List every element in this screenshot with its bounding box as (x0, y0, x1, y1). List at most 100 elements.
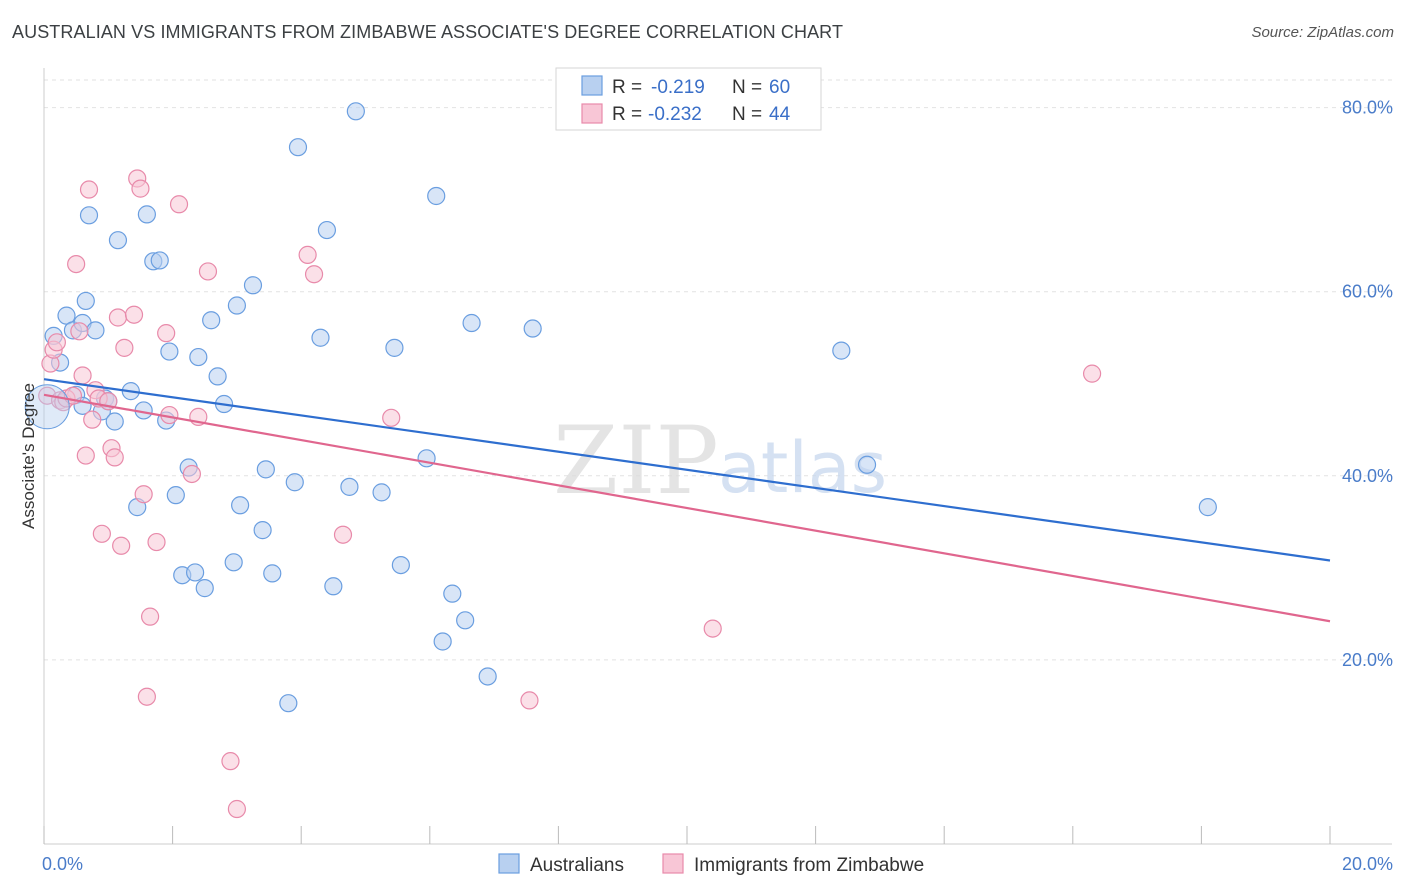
point-1-16 (92, 524, 111, 543)
point-0-8 (79, 206, 99, 225)
point-cluster-large (24, 384, 70, 430)
legend-swatch-zimbabwe (581, 103, 603, 124)
axes (43, 68, 1392, 845)
point-1-9 (70, 322, 89, 341)
point-0-42 (311, 328, 330, 347)
point-0-47 (372, 483, 391, 502)
legend-n-label-0: N = (732, 77, 762, 98)
x-tick-label-0: 0.0% (42, 854, 83, 874)
point-0-55 (462, 313, 481, 333)
point-0-36 (253, 521, 272, 540)
point-1-39 (304, 265, 324, 284)
point-0-29 (202, 311, 221, 330)
legend-marker-zimbabwe (662, 853, 684, 874)
point-1-22 (115, 338, 134, 357)
point-0-54 (456, 611, 475, 630)
point-1-26 (134, 485, 153, 504)
trend-line-1 (43, 393, 1331, 623)
point-0-33 (227, 296, 246, 315)
point-0-27 (189, 347, 208, 367)
point-0-37 (256, 460, 275, 479)
point-0-45 (340, 477, 359, 496)
point-0-34 (231, 496, 250, 515)
point-1-27 (137, 687, 156, 706)
point-0-51 (427, 186, 446, 206)
legend-marker-australians (498, 853, 520, 874)
point-1-28 (140, 607, 160, 626)
y-axis-label: Associate's Degree (19, 383, 38, 529)
point-0-35 (243, 276, 263, 295)
watermark: ZIP atlas (553, 407, 887, 516)
point-0-22 (160, 342, 179, 361)
point-1-21 (112, 536, 131, 555)
point-0-40 (285, 473, 304, 492)
point-1-25 (131, 179, 150, 198)
point-1-8 (67, 254, 86, 274)
point-1-3 (47, 333, 66, 352)
trend-line-0 (43, 378, 1331, 562)
legend-label-zimbabwe: Immigrants from Zimbabwe (694, 855, 924, 876)
point-1-12 (79, 180, 99, 199)
point-1-33 (182, 464, 201, 484)
point-0-46 (346, 102, 365, 121)
point-0-14 (108, 231, 128, 250)
point-0-44 (324, 577, 343, 596)
point-0-49 (391, 555, 410, 575)
legend-swatch-australians (581, 75, 603, 96)
y-tick-label-3: 80.0% (1342, 98, 1393, 118)
point-1-40 (333, 525, 353, 544)
y-tick-labels: 20.0% 40.0% 60.0% 80.0% (1342, 98, 1393, 670)
point-1-10 (73, 366, 92, 385)
point-0-7 (76, 291, 95, 311)
legend-n-value-1: 44 (769, 104, 791, 125)
point-1-23 (124, 305, 144, 324)
gridlines (44, 79, 1392, 661)
point-1-42 (520, 691, 539, 710)
point-1-36 (221, 752, 240, 771)
legend-r-label-0: R = (612, 77, 642, 98)
x-tick-labels: 0.0% 20.0% (42, 854, 1393, 874)
point-0-13 (105, 412, 124, 431)
point-0-23 (166, 486, 185, 505)
point-0-57 (523, 319, 542, 338)
y-tick-label-1: 40.0% (1342, 466, 1393, 486)
legend-r-value-0: -0.219 (651, 77, 705, 98)
point-1-37 (227, 799, 246, 819)
series-legend: Australians Immigrants from Zimbabwe (498, 853, 924, 876)
stats-legend: R = -0.219 N = 60 R = -0.232 N = 44 (555, 67, 822, 131)
source-credit: Source: ZipAtlas.com (1251, 24, 1394, 41)
legend-r-label-1: R = (612, 104, 642, 125)
point-0-58 (832, 341, 851, 360)
point-0-20 (150, 251, 169, 270)
point-1-43 (703, 619, 722, 638)
point-0-56 (478, 667, 497, 686)
point-1-11 (76, 446, 95, 465)
point-0-52 (433, 632, 452, 651)
point-1-44 (1082, 364, 1102, 383)
point-1-13 (83, 410, 102, 429)
chart-title: AUSTRALIAN VS IMMIGRANTS FROM ZIMBABWE A… (12, 22, 844, 42)
point-0-59 (857, 455, 877, 474)
y-tick-label-0: 20.0% (1342, 650, 1393, 670)
point-1-35 (198, 262, 218, 281)
point-1-19 (105, 448, 124, 467)
point-0-32 (224, 553, 243, 572)
point-0-18 (137, 205, 156, 224)
point-0-60 (1198, 498, 1217, 517)
point-1-41 (382, 408, 401, 427)
point-0-30 (208, 367, 227, 386)
watermark-zip: ZIP (553, 407, 719, 516)
legend-r-value-1: -0.232 (648, 104, 702, 125)
legend-label-australians: Australians (530, 855, 624, 876)
point-0-48 (385, 338, 404, 357)
point-1-32 (169, 195, 189, 214)
point-0-28 (195, 579, 214, 598)
x-tick-label-1: 20.0% (1342, 854, 1393, 874)
y-tick-label-2: 60.0% (1342, 282, 1393, 302)
point-0-41 (288, 138, 308, 157)
point-1-38 (298, 245, 317, 264)
point-0-38 (263, 564, 282, 583)
point-1-20 (108, 308, 128, 327)
legend-n-label-1: N = (732, 104, 762, 125)
